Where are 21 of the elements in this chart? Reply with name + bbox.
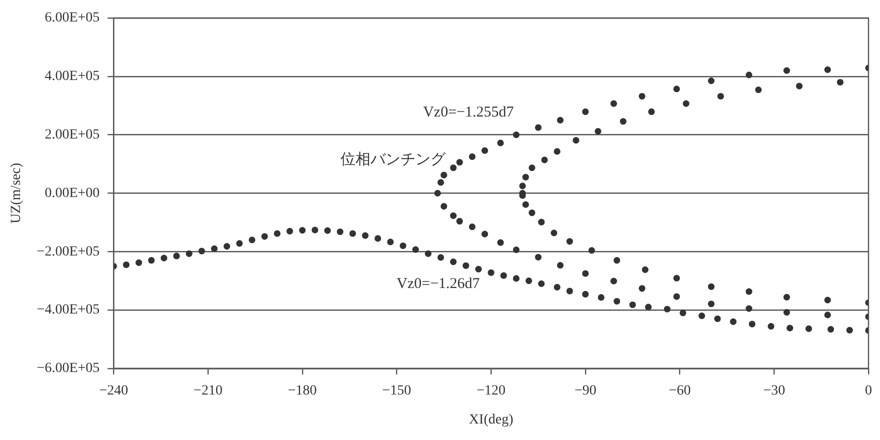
- x-axis-title: XI(deg): [468, 412, 514, 428]
- x-tick-label: −120: [476, 383, 506, 398]
- annotation: Vz0=−1.26d7: [396, 276, 480, 292]
- y-tick-label: −6.00E+05: [36, 361, 100, 376]
- y-tick-label: −2.00E+05: [36, 244, 100, 260]
- annotation: 位相バンチング: [340, 150, 446, 168]
- x-tick-label: −210: [194, 383, 222, 398]
- y-tick-label: 2.00E+05: [44, 127, 100, 142]
- x-tick-label: −60: [668, 383, 691, 398]
- y-tick-label: 4.00E+05: [44, 69, 100, 84]
- y-tick-label: −4.00E+05: [36, 302, 100, 318]
- x-tick-label: −30: [763, 383, 786, 398]
- x-tick-label: −150: [382, 383, 412, 398]
- y-tick-label: 0.00E+00: [44, 186, 100, 201]
- x-tick-label: −180: [288, 383, 317, 398]
- y-tick-label: 6.00E+05: [44, 10, 100, 26]
- x-tick-label: −240: [99, 383, 128, 398]
- annotation: Vz0=−1.255d7: [423, 104, 514, 121]
- y-axis-title: UZ(m/sec): [9, 162, 24, 224]
- x-tick-label: 0: [865, 383, 872, 398]
- x-tick-label: −90: [574, 383, 596, 398]
